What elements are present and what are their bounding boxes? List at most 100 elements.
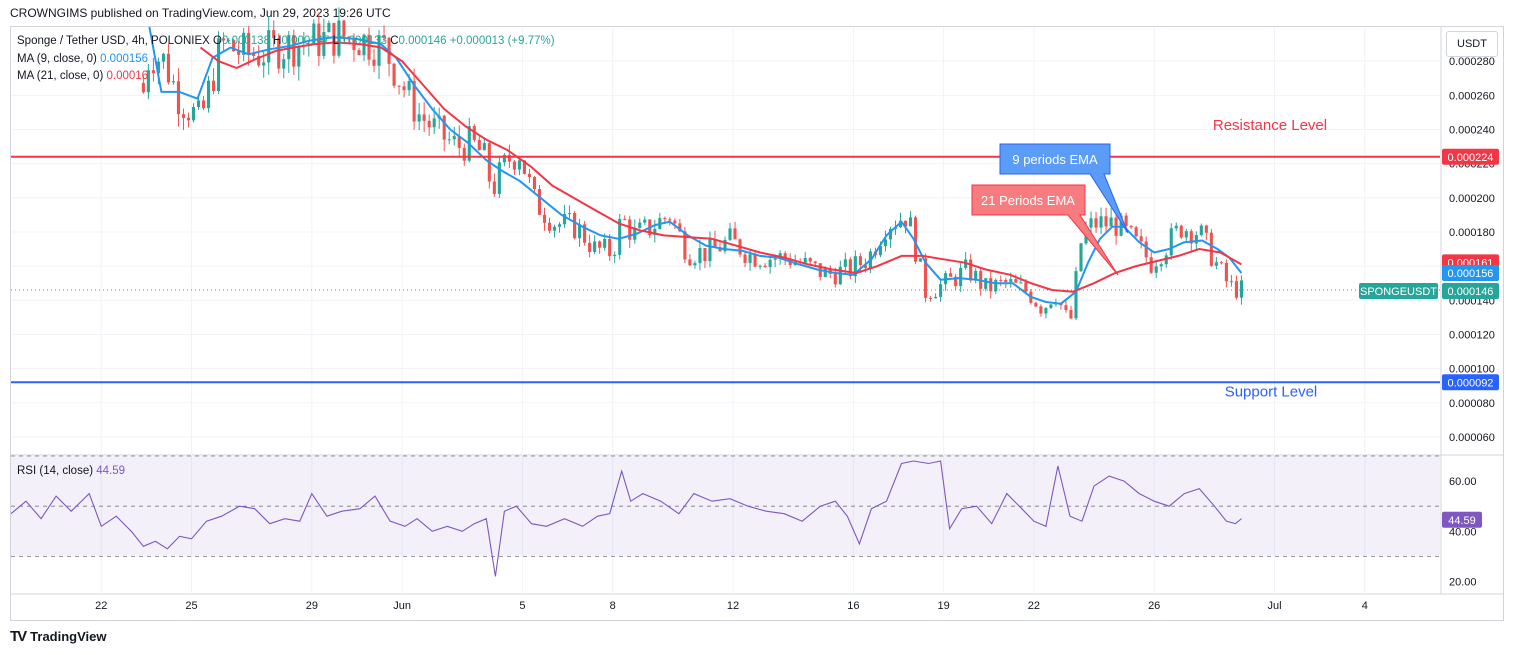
- ma21-callout[interactable]: [971, 184, 1119, 276]
- candle-up: [1169, 228, 1173, 256]
- price-tick-label: 0.000060: [1449, 432, 1495, 444]
- candle-down: [924, 258, 928, 298]
- candle-down: [1234, 281, 1238, 298]
- candle-up: [312, 23, 316, 44]
- candle-down: [1219, 262, 1223, 264]
- candle-down: [1134, 227, 1138, 237]
- time-tick-label: 8: [610, 600, 616, 612]
- candle-down: [457, 136, 461, 148]
- candle-down: [663, 218, 667, 220]
- candle-up: [618, 219, 622, 255]
- legend-close-label: C: [390, 35, 399, 47]
- candle-up: [568, 213, 572, 215]
- currency-unit-button[interactable]: USDT: [1446, 31, 1498, 57]
- candle-down: [392, 63, 396, 86]
- candle-up: [191, 106, 196, 121]
- resistance-label: Resistance Level: [1213, 117, 1327, 134]
- candle-down: [713, 239, 717, 248]
- rsi-tick-label: 60.00: [1449, 476, 1477, 488]
- legend-ma21-value: 0.00016: [106, 70, 149, 82]
- candle-down: [292, 35, 296, 67]
- candle-up: [1074, 271, 1078, 319]
- candle-down: [422, 114, 426, 121]
- candle-up: [959, 267, 963, 287]
- candle-down: [1179, 225, 1183, 238]
- price-tick-label: 0.000120: [1449, 329, 1495, 341]
- candle-down: [507, 154, 511, 162]
- footer-brand[interactable]: TV TradingView: [10, 628, 107, 645]
- candle-down: [743, 254, 747, 263]
- price-tick-label: 0.000180: [1449, 227, 1495, 239]
- price-tag-last: [1442, 283, 1499, 300]
- candle-down: [1024, 282, 1028, 292]
- candle-down: [462, 147, 466, 161]
- candle-up: [984, 278, 988, 289]
- candle-down: [347, 36, 351, 38]
- candle-up: [908, 217, 913, 227]
- candle-up: [773, 258, 777, 260]
- legend-open-value: 0.000138: [222, 35, 270, 47]
- candle-down: [608, 238, 612, 257]
- candle-up: [497, 162, 501, 194]
- candle-up: [1214, 262, 1218, 266]
- candle-up: [728, 228, 732, 240]
- candle-up: [838, 266, 842, 285]
- candle-up: [1229, 281, 1233, 283]
- candle-up: [1199, 225, 1203, 236]
- candle-down: [181, 114, 186, 118]
- candle-down: [176, 81, 181, 115]
- candle-down: [212, 80, 216, 91]
- candle-up: [653, 228, 657, 236]
- legend-rsi-row[interactable]: RSI (14, close) 44.59: [17, 465, 125, 477]
- rsi-line: [10, 460, 1242, 577]
- legend-low-label: L: [332, 35, 340, 47]
- candle-up: [297, 46, 301, 67]
- legend-ma9-label: MA (9, close, 0): [17, 53, 97, 65]
- candle-down: [583, 224, 587, 243]
- candle-down: [1189, 231, 1193, 244]
- candle-up: [206, 80, 211, 109]
- candle-up: [267, 30, 271, 63]
- candle-down: [547, 222, 552, 231]
- candle-up: [517, 160, 521, 170]
- time-tick-label: 22: [95, 600, 107, 612]
- candle-up: [327, 23, 331, 32]
- level-price-tag-label: 0.000224: [1448, 152, 1494, 164]
- publisher-line: CROWNGIMS published on TradingView.com, …: [10, 6, 391, 20]
- symbol-tag-label: SPONGEUSDT: [1360, 286, 1437, 298]
- candle-up: [1119, 215, 1123, 236]
- candle-up: [1019, 282, 1023, 284]
- candle-up: [482, 143, 486, 151]
- price-tag-ma9: [1442, 264, 1499, 281]
- candle-down: [623, 219, 627, 221]
- legend-ma21-row[interactable]: MA (21, close, 0) 0.00016: [17, 70, 148, 82]
- candle-down: [813, 261, 817, 264]
- legend-symbol[interactable]: Sponge / Tether USD, 4h, POLONIEX: [17, 35, 210, 47]
- candle-down: [272, 30, 276, 39]
- candle-down: [141, 82, 145, 93]
- candle-up: [171, 81, 176, 83]
- candle-down: [1139, 236, 1143, 242]
- candle-down: [367, 34, 371, 60]
- candle-up: [432, 118, 436, 128]
- legend-ma9-row[interactable]: MA (9, close, 0) 0.000156: [17, 53, 148, 65]
- candle-up: [156, 61, 160, 74]
- candle-down: [1069, 309, 1073, 319]
- candle-up: [407, 81, 411, 91]
- candle-down: [848, 259, 852, 277]
- legend-ma21-label: MA (21, close, 0): [17, 70, 104, 82]
- candle-down: [683, 231, 687, 260]
- candle-up: [578, 224, 582, 239]
- candle-up: [898, 220, 903, 228]
- candle-down: [232, 40, 236, 52]
- candle-down: [537, 189, 542, 215]
- candle-down: [1104, 216, 1108, 227]
- ma9-callout[interactable]: [999, 143, 1129, 234]
- candle-up: [146, 70, 150, 93]
- time-tick-label: 25: [185, 600, 197, 612]
- legend-high-label: H: [273, 35, 282, 47]
- chart-frame[interactable]: [10, 26, 1504, 621]
- legend-symbol-row: Sponge / Tether USD, 4h, POLONIEX O0.000…: [17, 35, 555, 47]
- candle-down: [673, 220, 677, 224]
